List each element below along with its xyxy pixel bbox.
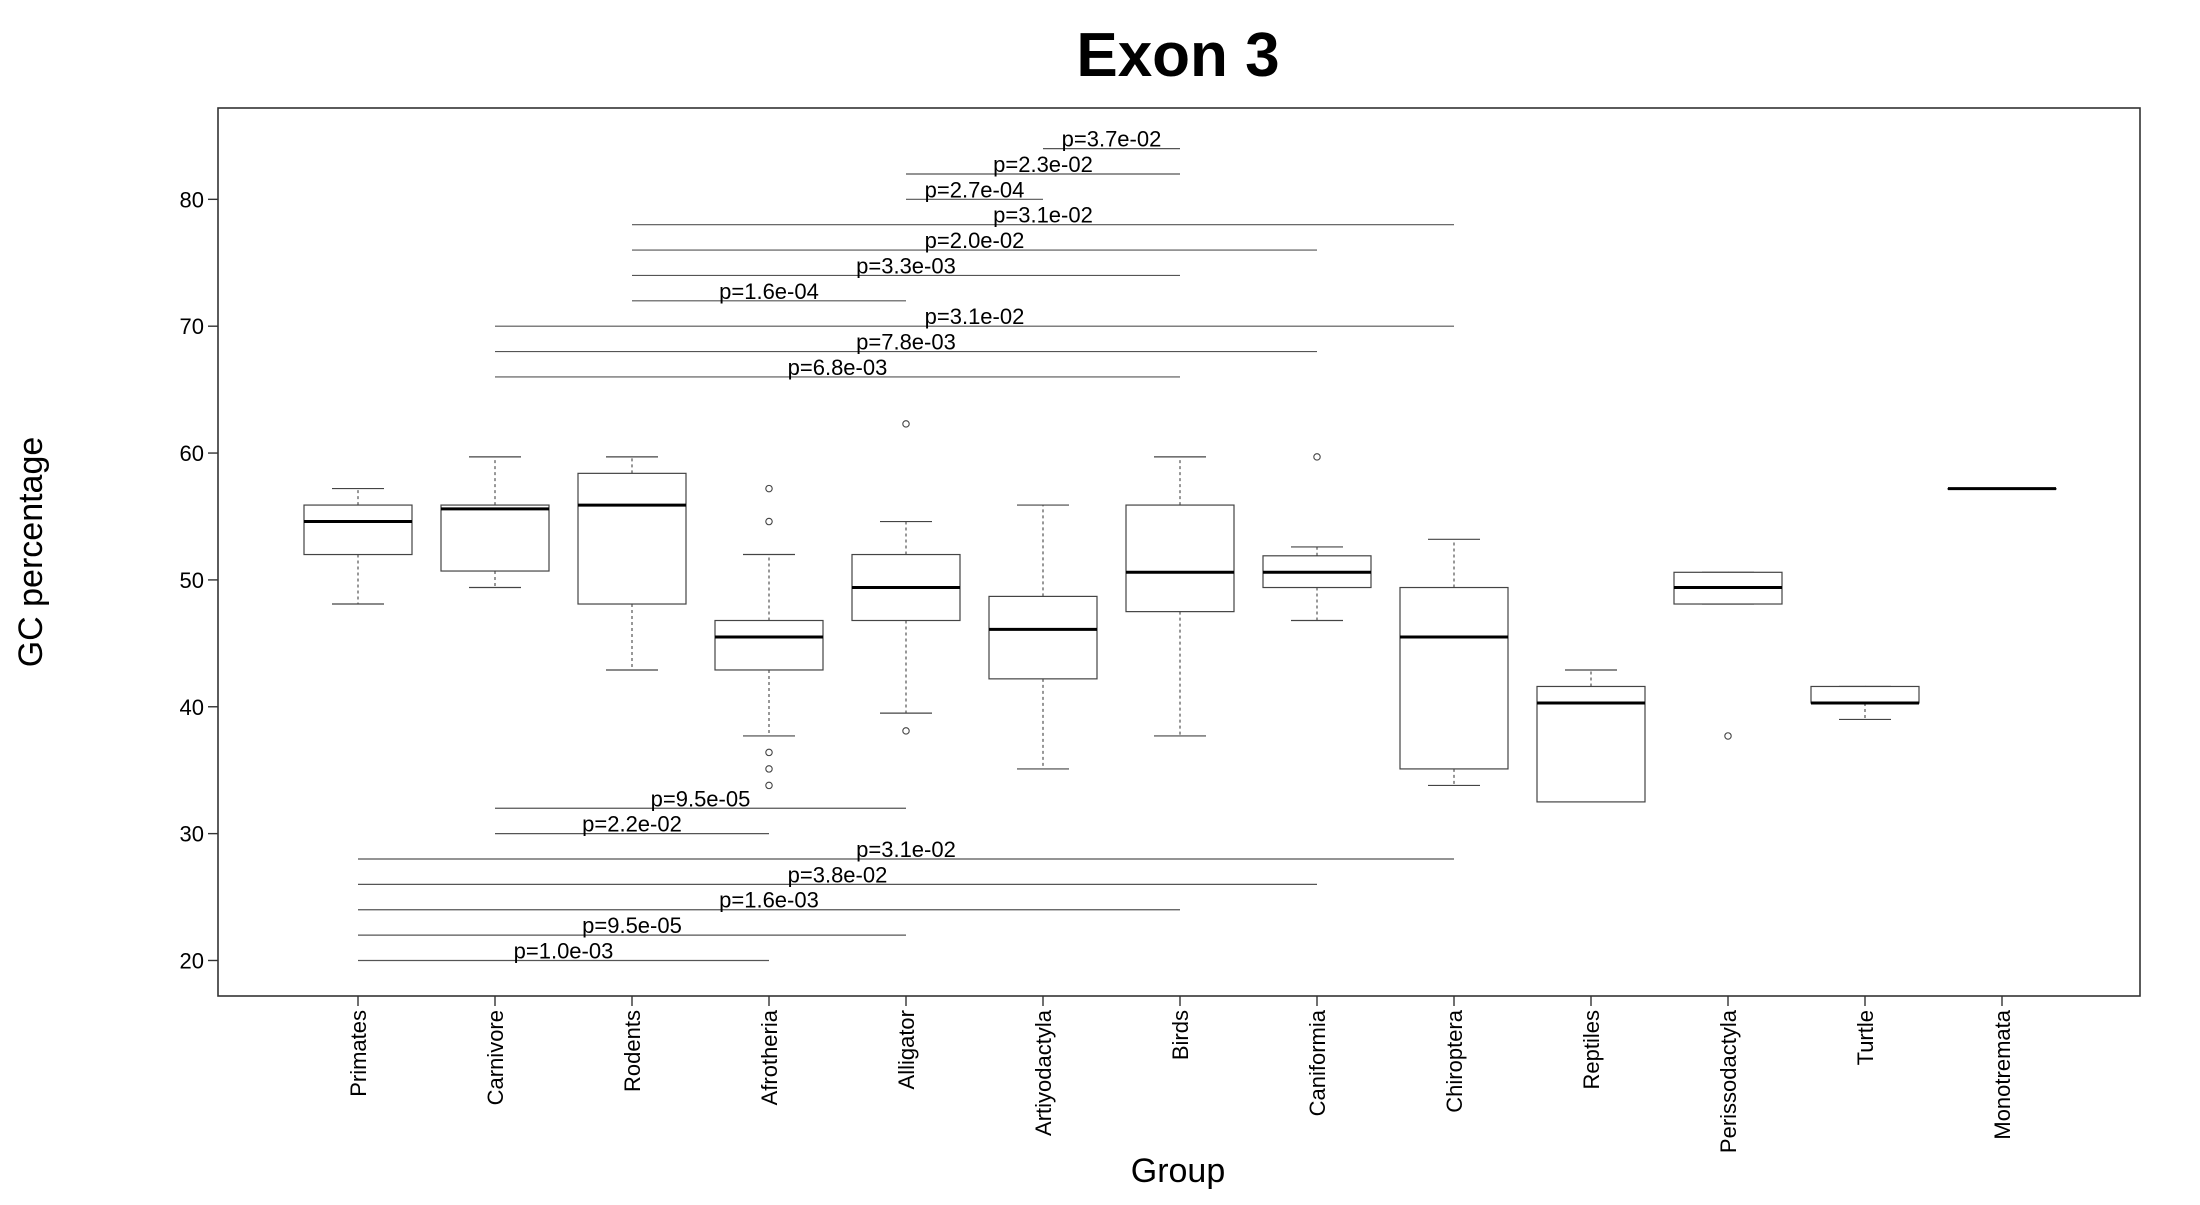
p-value-label: p=6.8e-03 [788,355,888,380]
iqr-box [988,595,1098,680]
y-tick-label: 30 [180,822,204,847]
box-afrotheria [714,484,824,790]
p-value-label: p=9.5e-05 [651,786,751,811]
y-tick-label: 80 [180,187,204,212]
iqr-box [1536,685,1646,803]
outlier-point [902,727,910,735]
x-category-label: Reptiles [1579,1010,1604,1089]
y-tick-label: 50 [180,568,204,593]
y-tick-label: 70 [180,314,204,339]
p-value-label: p=2.7e-04 [925,177,1025,202]
x-axis-label: Group [1131,1152,1226,1190]
p-value-label: p=3.3e-03 [856,253,956,278]
y-axis: 20 30 40 50 60 70 80 [180,187,218,973]
p-value-label: p=2.0e-02 [925,228,1025,253]
x-category-label: Rodents [620,1010,645,1092]
chart-title: Exon 3 [1076,21,1279,90]
y-tick-label: 20 [180,948,204,973]
p-value-label: p=9.5e-05 [582,913,682,938]
box-rodents [577,456,687,671]
box-turtle [1810,685,1920,721]
iqr-box [303,504,413,556]
box-alligator [851,420,961,735]
p-value-label: p=2.3e-02 [993,152,1093,177]
iqr-box [1810,685,1920,704]
x-category-label: Chiroptera [1442,1009,1467,1112]
outlier-point [765,517,773,526]
outlier-point [902,420,910,428]
y-axis-label: GC percentage [12,437,50,668]
x-category-label: Artiyodactyla [1031,1009,1056,1136]
outlier-point [765,765,773,773]
iqr-box [714,619,824,671]
comparison-brackets: p=3.7e-02p=2.3e-02p=2.7e-04p=3.1e-02p=2.… [358,127,1454,963]
p-value-label: p=1.6e-04 [719,279,819,304]
box-perissodactyla [1673,571,1783,740]
outlier-point [765,484,773,493]
p-value-label: p=3.1e-02 [993,203,1093,228]
boxes [303,420,2057,803]
box-chiroptera [1399,538,1509,787]
x-category-label: Alligator [894,1010,919,1089]
iqr-box [577,472,687,605]
box-birds [1125,456,1235,737]
box-primates [303,487,413,605]
p-value-label: p=7.8e-03 [856,330,956,355]
y-tick-label: 40 [180,695,204,720]
p-value-label: p=3.1e-02 [856,837,956,862]
outlier-point [765,781,773,790]
box-carnivore [440,456,550,589]
x-category-label: Caniformia [1305,1009,1330,1116]
plot-frame [217,107,2141,997]
iqr-box [1399,586,1509,770]
x-category-label: Monotremata [1990,1009,2015,1139]
outlier-point [1313,453,1321,461]
p-value-label: p=2.2e-02 [582,812,682,837]
box-reptiles [1536,669,1646,803]
p-value-label: p=3.8e-02 [788,862,888,887]
box-artiyodactyla [988,504,1098,770]
iqr-box [1125,504,1235,613]
x-axis: Primates Carnivore Rodents Afrotheria Alliga… [346,996,2015,1153]
box-caniformia [1262,453,1372,622]
x-category-label: Birds [1168,1010,1193,1060]
p-value-label: p=3.7e-02 [1062,127,1162,152]
box-monotremata [1947,487,2057,491]
outlier-point [1724,732,1732,740]
y-tick-label: 60 [180,441,204,466]
p-value-label: p=3.1e-02 [925,304,1025,329]
iqr-box [440,504,550,572]
p-value-label: p=1.6e-03 [719,888,819,913]
p-value-label: p=1.0e-03 [514,938,614,963]
x-category-label: Perissodactyla [1716,1009,1741,1153]
x-category-label: Primates [346,1010,371,1097]
outlier-point [765,748,773,757]
x-category-label: Turtle [1853,1010,1878,1065]
x-category-label: Afrotheria [757,1009,782,1105]
x-category-label: Carnivore [483,1010,508,1105]
